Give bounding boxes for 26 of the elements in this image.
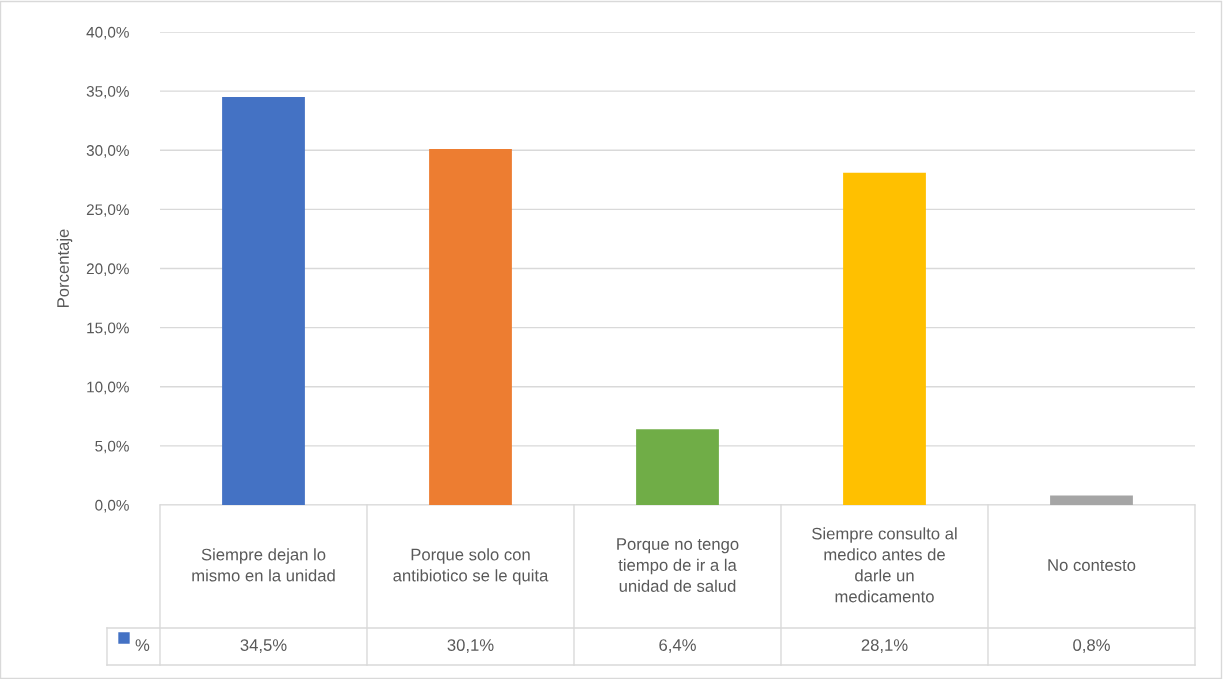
data-label: 28,1% [861,639,908,653]
legend-label: % [135,639,150,651]
x-tick-label: Siempre consulto al medico antes de darle un medicamento [812,527,957,603]
y-tick-label: 40,0% [86,26,129,40]
data-label: 34,5% [240,639,287,653]
bar [222,97,305,505]
y-tick-label: 0,0% [95,499,129,513]
data-label: 0,8% [1073,639,1110,653]
x-tick-label: Porque solo con antibiotico se le quita [393,548,549,585]
y-tick-label: 10,0% [87,381,129,395]
bar [429,149,512,505]
data-label: 30,1% [447,639,494,653]
y-tick-label: 5,0% [95,440,129,454]
y-tick-label: 35,0% [86,85,129,99]
x-tick-label: Porque no tengo tiempo de ir a la unidad de salud [617,538,739,592]
y-tick-label: 20,0% [86,263,129,276]
bar [636,429,719,505]
bar [1050,495,1133,505]
y-tick-label: 25,0% [86,204,129,217]
y-tick-label: 15,0% [87,322,129,336]
y-tick-label: 30,0% [86,145,129,158]
x-tick-label: Siempre dejan lo mismo en la unidad [192,548,335,582]
data-label: 6,4% [659,639,696,653]
bar [843,172,926,505]
y-axis-title: Porcentaje [56,229,73,307]
x-tick-label: No contesto [1048,559,1136,571]
